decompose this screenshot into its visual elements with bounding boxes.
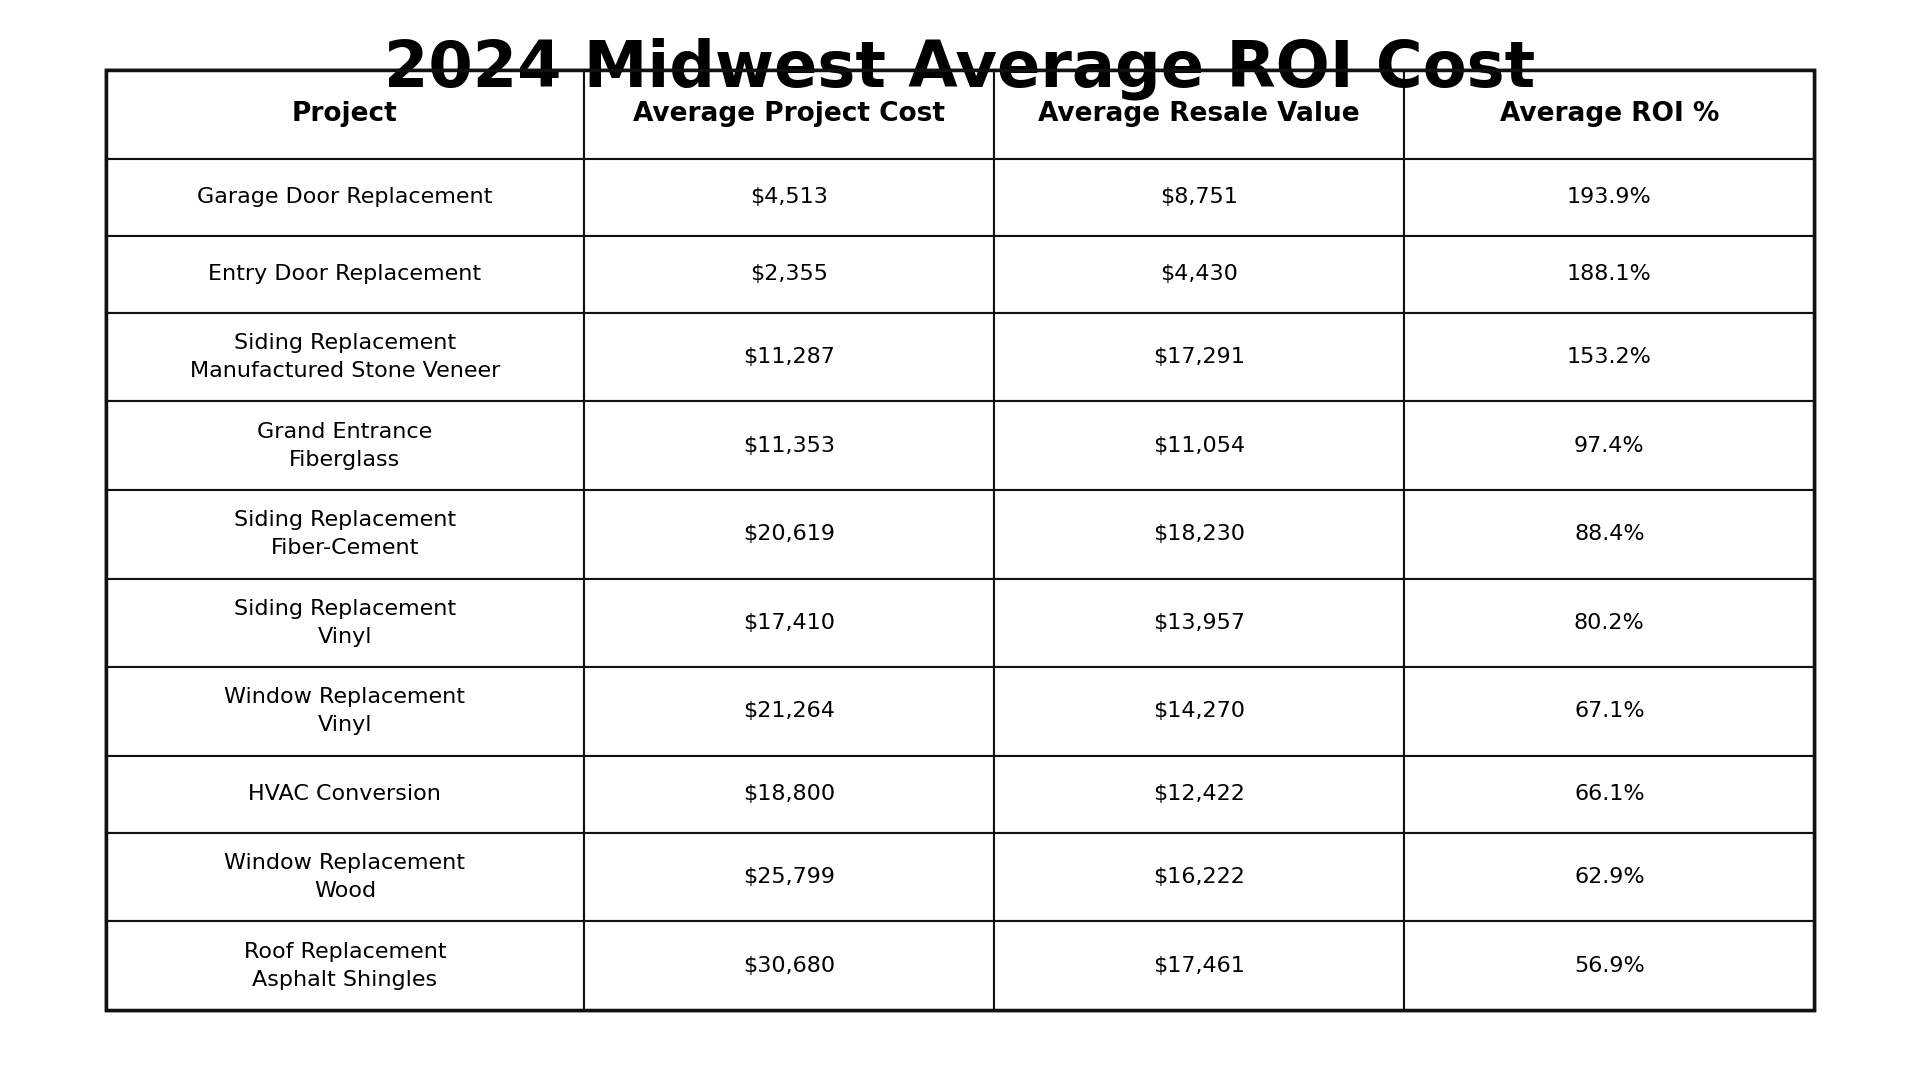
Text: 2024 Midwest Average ROI Cost: 2024 Midwest Average ROI Cost bbox=[384, 38, 1536, 100]
Text: Window Replacement
Wood: Window Replacement Wood bbox=[225, 853, 465, 901]
Text: Garage Door Replacement: Garage Door Replacement bbox=[198, 187, 493, 207]
Text: HVAC Conversion: HVAC Conversion bbox=[248, 784, 442, 805]
Text: Window Replacement
Vinyl: Window Replacement Vinyl bbox=[225, 687, 465, 735]
Text: $8,751: $8,751 bbox=[1160, 187, 1238, 207]
Text: 97.4%: 97.4% bbox=[1574, 435, 1645, 456]
Text: Average ROI %: Average ROI % bbox=[1500, 102, 1718, 127]
Text: $17,410: $17,410 bbox=[743, 612, 835, 633]
Text: 193.9%: 193.9% bbox=[1567, 187, 1651, 207]
Text: $16,222: $16,222 bbox=[1154, 867, 1246, 887]
Text: $21,264: $21,264 bbox=[743, 701, 835, 721]
Text: $20,619: $20,619 bbox=[743, 524, 835, 544]
Text: Grand Entrance
Fiberglass: Grand Entrance Fiberglass bbox=[257, 421, 432, 470]
Text: $25,799: $25,799 bbox=[743, 867, 835, 887]
Text: $4,513: $4,513 bbox=[751, 187, 828, 207]
Text: 188.1%: 188.1% bbox=[1567, 265, 1651, 284]
Text: $18,800: $18,800 bbox=[743, 784, 835, 805]
Text: 67.1%: 67.1% bbox=[1574, 701, 1645, 721]
Text: $11,353: $11,353 bbox=[743, 435, 835, 456]
Text: 56.9%: 56.9% bbox=[1574, 956, 1645, 975]
Text: Siding Replacement
Fiber-Cement: Siding Replacement Fiber-Cement bbox=[234, 510, 455, 558]
Text: Roof Replacement
Asphalt Shingles: Roof Replacement Asphalt Shingles bbox=[244, 942, 445, 989]
Text: $30,680: $30,680 bbox=[743, 956, 835, 975]
Text: Siding Replacement
Vinyl: Siding Replacement Vinyl bbox=[234, 598, 455, 647]
Text: $2,355: $2,355 bbox=[751, 265, 828, 284]
Text: $11,287: $11,287 bbox=[743, 347, 835, 367]
Text: $17,461: $17,461 bbox=[1154, 956, 1246, 975]
Text: Siding Replacement
Manufactured Stone Veneer: Siding Replacement Manufactured Stone Ve… bbox=[190, 333, 499, 381]
Text: Average Project Cost: Average Project Cost bbox=[634, 102, 945, 127]
Text: $11,054: $11,054 bbox=[1154, 435, 1246, 456]
Text: $12,422: $12,422 bbox=[1154, 784, 1246, 805]
Text: 153.2%: 153.2% bbox=[1567, 347, 1651, 367]
Text: 80.2%: 80.2% bbox=[1574, 612, 1645, 633]
Text: 88.4%: 88.4% bbox=[1574, 524, 1645, 544]
Text: $18,230: $18,230 bbox=[1154, 524, 1246, 544]
Text: $4,430: $4,430 bbox=[1160, 265, 1238, 284]
Text: Entry Door Replacement: Entry Door Replacement bbox=[207, 265, 482, 284]
Text: $14,270: $14,270 bbox=[1154, 701, 1246, 721]
Text: 66.1%: 66.1% bbox=[1574, 784, 1645, 805]
Text: $13,957: $13,957 bbox=[1154, 612, 1246, 633]
Text: 62.9%: 62.9% bbox=[1574, 867, 1645, 887]
Text: $17,291: $17,291 bbox=[1154, 347, 1246, 367]
Text: Average Resale Value: Average Resale Value bbox=[1039, 102, 1359, 127]
Text: Project: Project bbox=[292, 102, 397, 127]
